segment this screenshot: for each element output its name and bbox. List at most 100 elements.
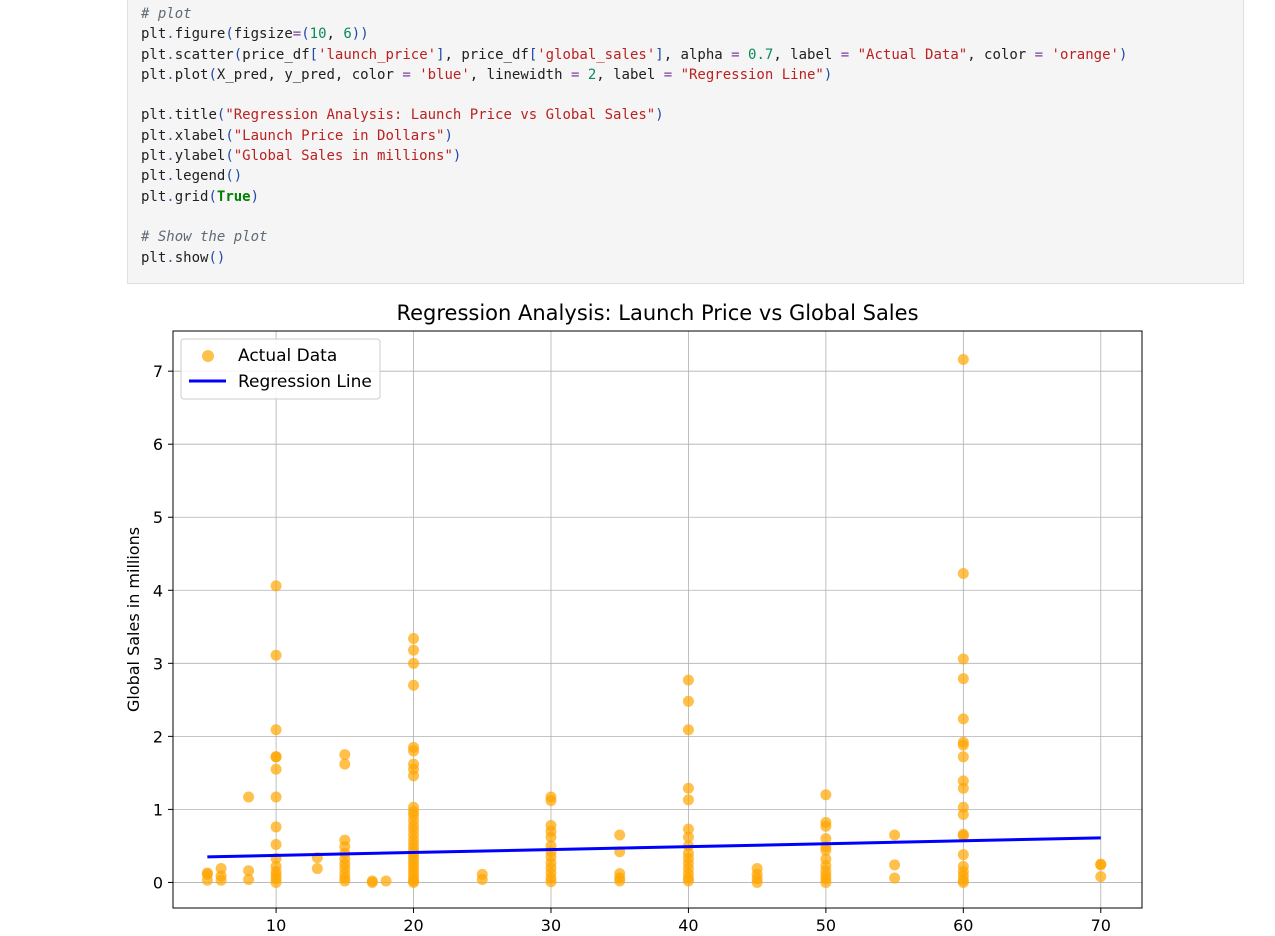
code-token: plt (141, 26, 167, 43)
code-token: , label (773, 46, 841, 63)
code-token: ) (444, 127, 453, 144)
code-token: plt (141, 107, 167, 124)
data-point (476, 874, 488, 886)
code-token: , (326, 26, 344, 43)
data-point (270, 763, 282, 775)
code-token: )) (351, 26, 369, 43)
code-line: plt.grid(True) (141, 187, 1127, 207)
code-token: legend (174, 168, 226, 185)
regression-line (207, 836, 1101, 859)
code-token: ) (250, 188, 260, 205)
code-token: ( (216, 107, 226, 124)
code-token: = (570, 66, 580, 83)
code-token: . (166, 148, 175, 165)
code-token: figure (174, 26, 226, 43)
y-tick-label: 2 (153, 727, 163, 746)
code-token: plt (141, 148, 167, 165)
data-point (339, 758, 351, 770)
code-token: = (402, 66, 411, 83)
x-tick-label: 30 (541, 916, 561, 935)
data-point (339, 749, 351, 761)
x-tick-label: 50 (816, 916, 836, 935)
data-point (270, 724, 282, 736)
data-point (380, 875, 392, 887)
data-point (366, 876, 378, 888)
code-token: , alpha (663, 46, 732, 63)
y-tick-label: 3 (153, 654, 163, 673)
code-token: 'launch_price' (318, 46, 437, 63)
code-token: 'orange' (1051, 46, 1119, 63)
data-point (682, 695, 694, 707)
code-token: , color (967, 46, 1035, 63)
y-tick-label: 1 (153, 800, 163, 819)
data-point (270, 751, 282, 763)
data-point (201, 874, 213, 886)
axes-frame (172, 330, 1143, 909)
data-point (270, 838, 282, 850)
code-token: ylabel (174, 148, 226, 165)
data-point (545, 876, 557, 888)
code-token (672, 67, 680, 83)
code-token: . (166, 46, 175, 63)
data-point (408, 632, 420, 644)
data-point (957, 876, 969, 888)
code-line: plt.figure(figsize=(10, 6)) (141, 24, 1127, 44)
data-point (408, 745, 420, 757)
data-point (1095, 859, 1107, 871)
data-point (957, 809, 969, 821)
code-token: . (166, 249, 175, 266)
code-cell[interactable]: # plot plt.figure(figsize=(10, 6)) plt.sca… (127, 0, 1244, 284)
data-point (957, 673, 969, 685)
data-point (682, 782, 694, 794)
code-token: . (166, 26, 175, 43)
code-editor[interactable]: # plot plt.figure(figsize=(10, 6)) plt.sca… (141, 4, 1127, 268)
code-line: # Show the plot (141, 227, 1127, 247)
data-point (1095, 871, 1107, 883)
data-point (820, 820, 832, 832)
y-axis-label: Global Sales in millions (124, 527, 143, 712)
code-token: plt (141, 188, 167, 205)
data-point (682, 831, 694, 843)
code-token: plt (141, 66, 167, 83)
legend-marker-actual-data (202, 350, 214, 362)
code-token (849, 47, 857, 63)
code-token: ( (208, 66, 217, 83)
data-point (270, 649, 282, 661)
data-point (957, 353, 969, 365)
code-token: . (166, 168, 175, 185)
data-point (820, 876, 832, 888)
code-token: 0.7 (748, 46, 774, 63)
code-token: = (1034, 46, 1044, 63)
code-token: ( (225, 26, 234, 43)
data-point (682, 794, 694, 806)
y-tick-label: 6 (153, 435, 163, 454)
code-token: xlabel (174, 127, 226, 144)
code-token: # Show the plot (141, 229, 268, 246)
data-point (545, 831, 557, 843)
code-token: = (292, 26, 302, 43)
data-point (682, 823, 694, 835)
code-token: title (174, 107, 217, 124)
data-point (545, 795, 557, 807)
code-line (141, 85, 1127, 105)
x-tick-label: 40 (678, 916, 698, 935)
data-point (820, 789, 832, 801)
code-token: show (174, 249, 209, 266)
x-tick-label: 60 (953, 916, 973, 935)
code-line: plt.show() (141, 248, 1127, 268)
data-point (957, 782, 969, 794)
legend-label-actual-data: Actual Data (238, 346, 337, 366)
code-token: # plot (141, 6, 192, 22)
code-token: plot (174, 66, 209, 83)
code-token: ) (655, 107, 664, 124)
code-token: ] (655, 46, 664, 63)
data-point (311, 863, 323, 875)
plot-area (173, 331, 1142, 908)
code-token: 10 (309, 26, 327, 43)
data-point (682, 674, 694, 686)
code-token: [ (309, 46, 319, 63)
data-point (270, 580, 282, 592)
y-tick-label: 4 (153, 581, 163, 600)
data-point (215, 874, 227, 886)
code-line: plt.title("Regression Analysis: Launch P… (141, 105, 1127, 125)
